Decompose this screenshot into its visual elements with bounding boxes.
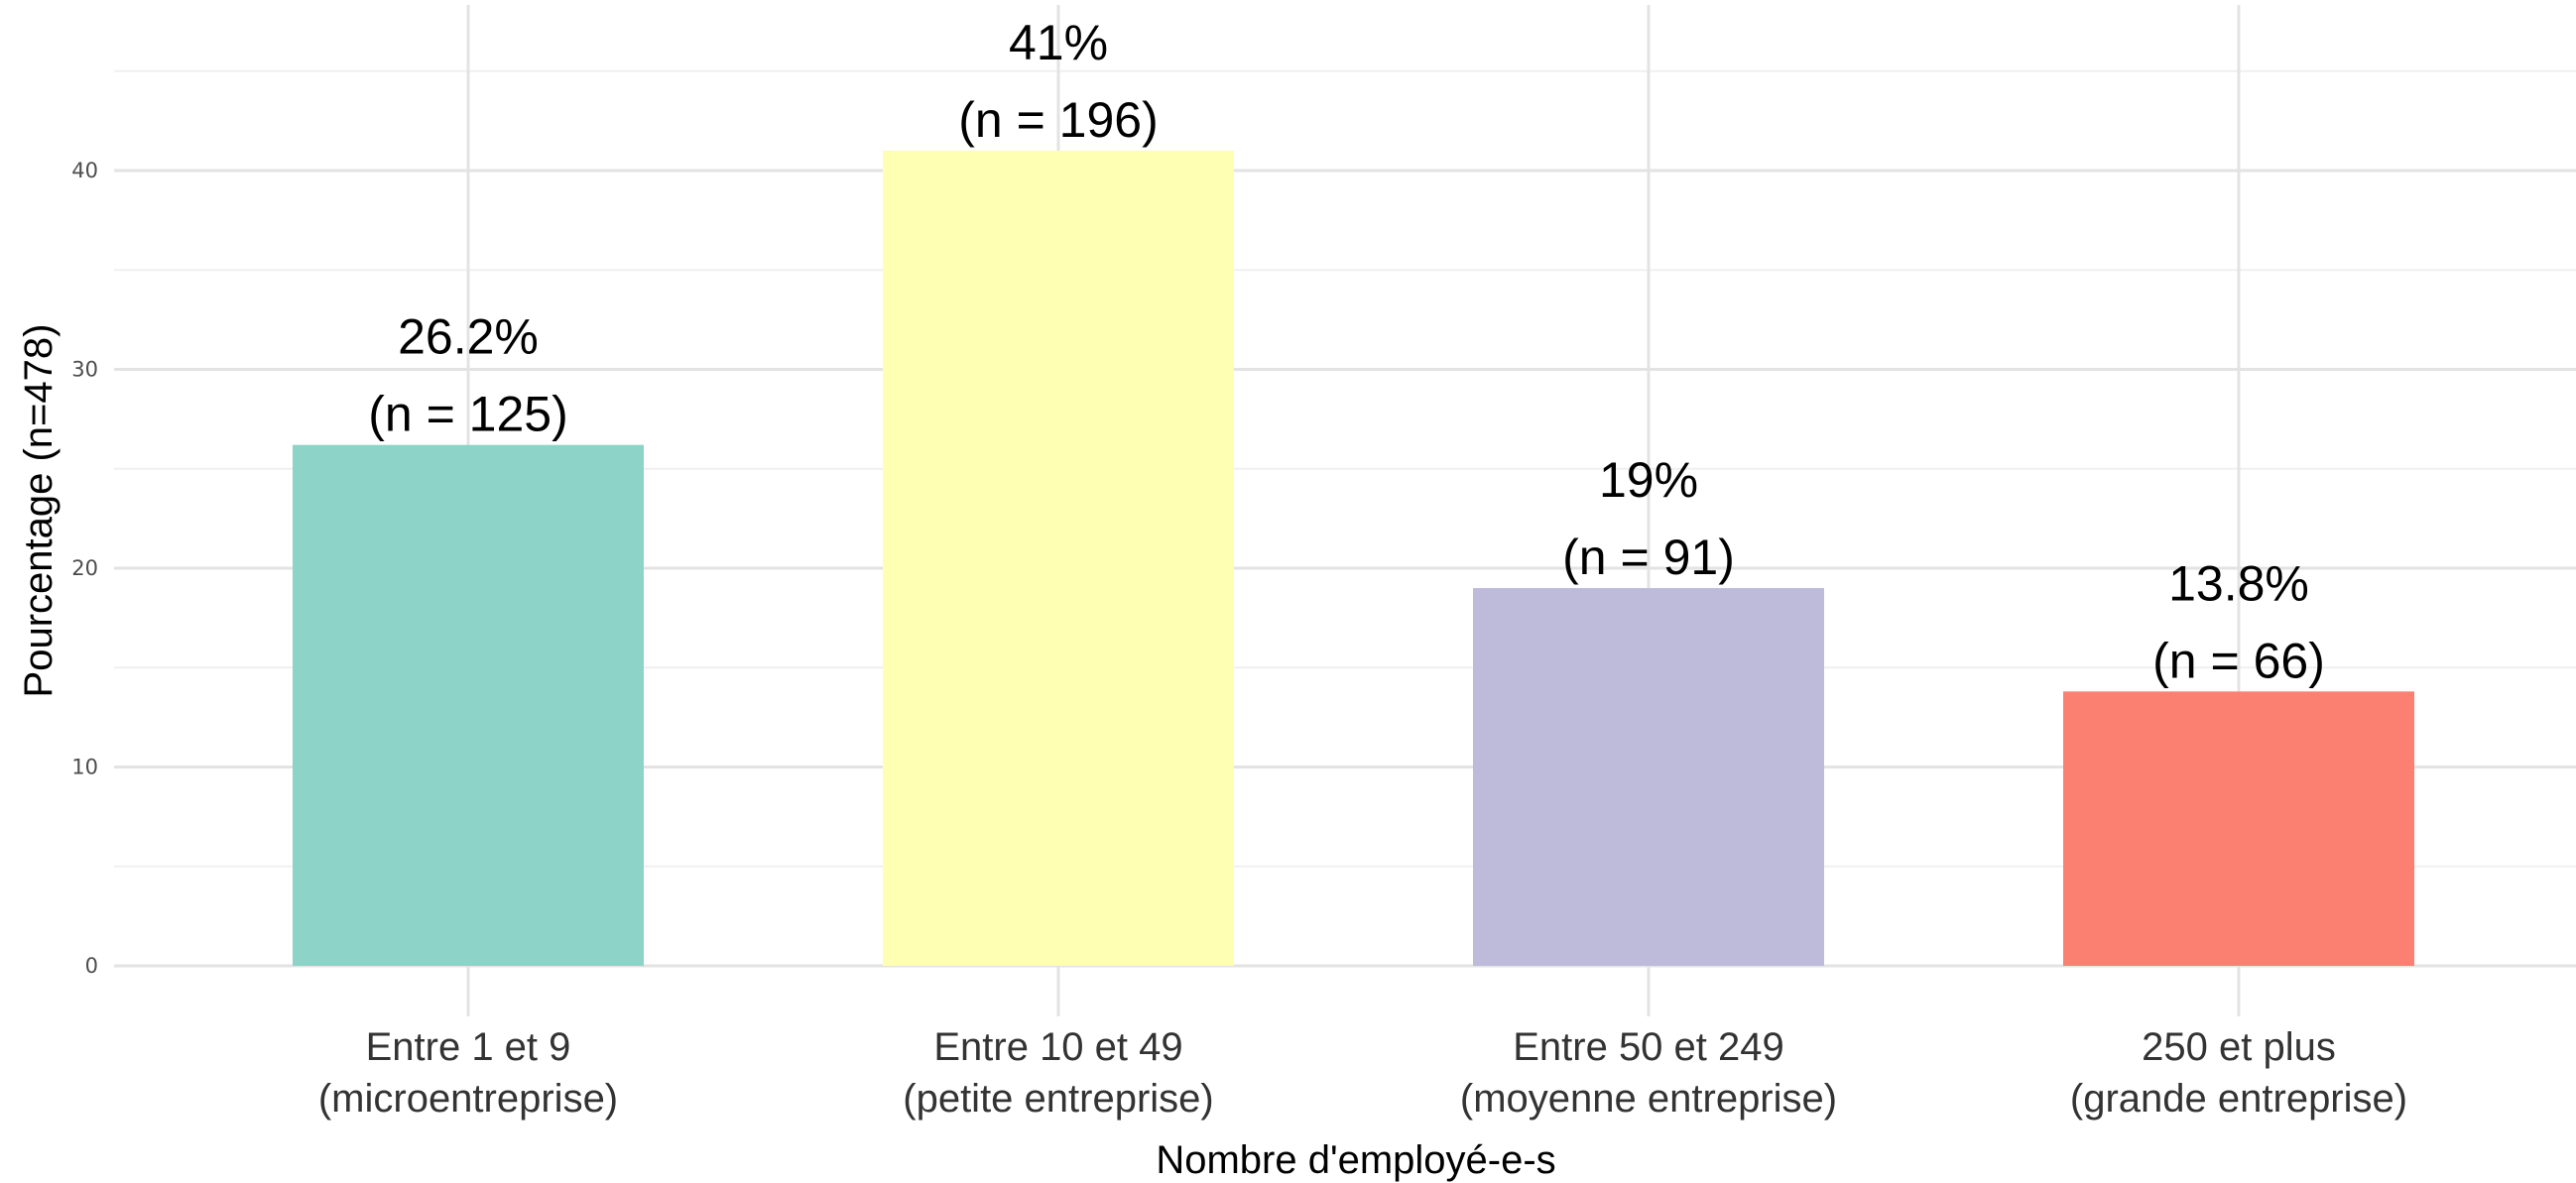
x-tick-label: Entre 50 et 249 xyxy=(1513,1025,1784,1069)
x-axis-title: Nombre d'employé-e-s xyxy=(1156,1138,1555,1182)
y-tick-label: 30 xyxy=(71,358,98,382)
bar xyxy=(1473,588,1824,966)
data-label-percent: 13.8% xyxy=(2168,555,2309,611)
y-tick-label: 10 xyxy=(71,756,98,779)
data-label-percent: 41% xyxy=(1009,15,1108,70)
x-tick-label: Entre 10 et 49 xyxy=(933,1025,1182,1069)
x-axis-ticks: Entre 1 et 9 (microentreprise) Entre 10 et… xyxy=(318,1025,2407,1121)
data-label-percent: 19% xyxy=(1599,452,1698,508)
x-tick-sublabel: (moyenne entreprise) xyxy=(1460,1077,1837,1121)
x-tick-sublabel: (petite entreprise) xyxy=(903,1077,1213,1121)
data-labels: 26.2% (n = 125) 41% (n = 196) 19% (n = 91) 13.… xyxy=(368,15,2325,688)
data-label-count: (n = 125) xyxy=(368,387,568,442)
bars xyxy=(293,150,2414,966)
bar xyxy=(883,150,1234,966)
y-tick-label: 0 xyxy=(85,954,98,978)
bar xyxy=(2063,691,2414,966)
x-tick-sublabel: (microentreprise) xyxy=(318,1077,618,1121)
y-tick-label: 40 xyxy=(71,159,98,182)
x-tick-sublabel: (grande entreprise) xyxy=(2070,1077,2407,1121)
bar xyxy=(293,444,644,966)
data-label-count: (n = 66) xyxy=(2152,633,2325,688)
data-label-count: (n = 196) xyxy=(958,92,1159,148)
x-tick-label: Entre 1 et 9 xyxy=(366,1025,571,1069)
y-axis-ticks: 0 10 20 30 40 xyxy=(71,159,98,978)
data-label-percent: 26.2% xyxy=(398,309,539,365)
x-tick-label: 250 et plus xyxy=(2142,1025,2336,1069)
data-label-count: (n = 91) xyxy=(1562,530,1735,585)
y-tick-label: 20 xyxy=(71,556,98,580)
y-axis-title: Pourcentage (n=478) xyxy=(17,324,61,698)
